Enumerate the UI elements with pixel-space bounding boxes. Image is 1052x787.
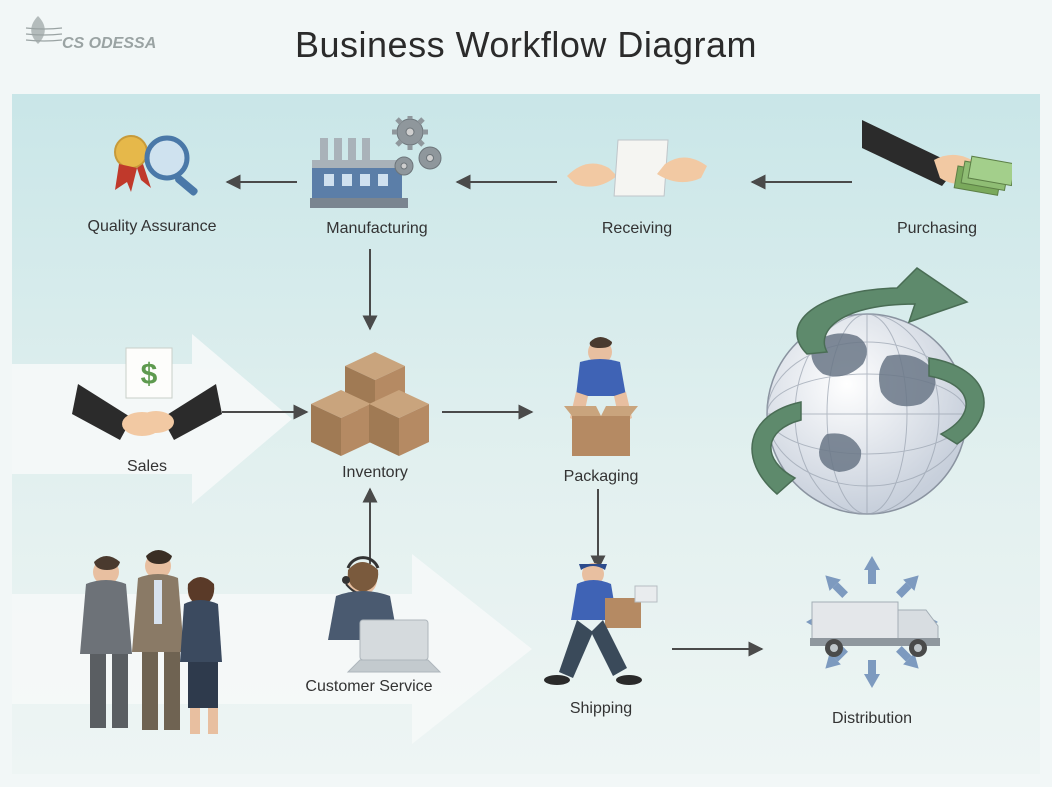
people-group (32, 544, 252, 748)
node-label: Packaging (506, 468, 696, 486)
handshake-dollar-icon: $ (72, 344, 222, 454)
business-people-icon (42, 544, 242, 744)
node-label: Purchasing (842, 220, 1032, 238)
globe-spiral-arrow-icon (717, 264, 1017, 544)
node-label: Customer Service (274, 678, 464, 696)
factory-icon (302, 116, 452, 216)
node-label: Shipping (506, 700, 696, 718)
agent-laptop-icon (294, 554, 444, 674)
node-label: Inventory (280, 464, 470, 482)
person-packing-icon (536, 334, 666, 464)
node-packaging: Packaging (506, 334, 696, 486)
hand-money-icon (862, 120, 1012, 216)
node-label: Sales (52, 458, 242, 476)
truck-distribution-icon (762, 546, 982, 706)
node-inventory: Inventory (280, 340, 470, 482)
diagram-title: Business Workflow Diagram (0, 24, 1052, 66)
node-distribution: Distribution (752, 546, 992, 728)
node-label: Quality Assurance (57, 218, 247, 236)
node-sales: $ Sales (52, 344, 242, 476)
node-label: Distribution (752, 710, 992, 728)
node-shipping: Shipping (506, 556, 696, 718)
node-customer-service: Customer Service (274, 554, 464, 696)
diagram-canvas: Quality Assurance (12, 94, 1040, 774)
node-manufacturing: Manufacturing (282, 116, 472, 238)
node-label: Receiving (542, 220, 732, 238)
hands-document-icon (557, 126, 717, 216)
page: CS ODESSA Business Workflow Diagram (0, 0, 1052, 787)
node-label: Manufacturing (282, 220, 472, 238)
node-purchasing: Purchasing (842, 120, 1032, 238)
node-receiving: Receiving (542, 126, 732, 238)
header: CS ODESSA Business Workflow Diagram (0, 0, 1052, 94)
boxes-icon (305, 340, 445, 460)
globe-decoration (712, 264, 1022, 548)
courier-icon (531, 556, 671, 696)
svg-text:$: $ (141, 358, 158, 391)
award-magnifier-icon (97, 124, 207, 214)
node-quality-assurance: Quality Assurance (57, 124, 247, 236)
